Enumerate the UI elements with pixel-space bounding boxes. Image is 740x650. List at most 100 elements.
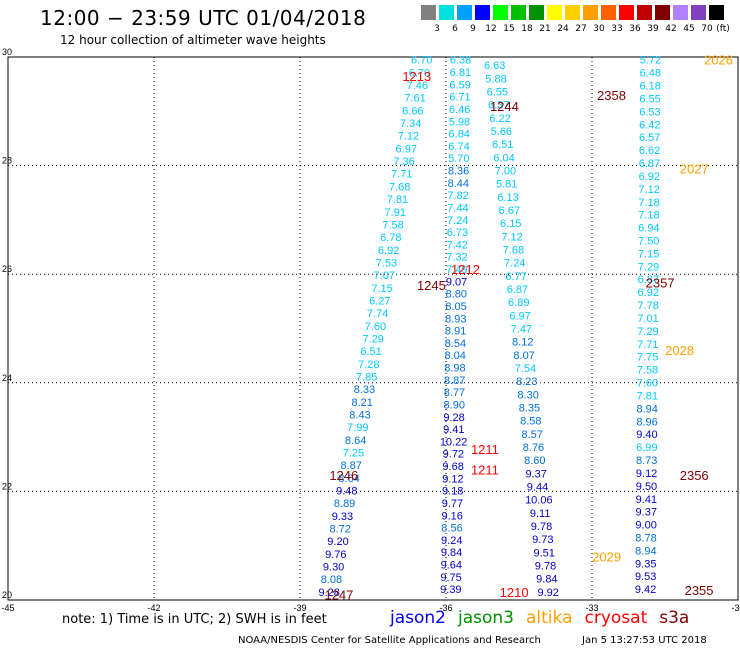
scale-label: 24	[557, 24, 569, 34]
scale-unit: (ft)	[716, 24, 730, 34]
wave-height-value: 8.89	[334, 498, 355, 510]
scale-swatch	[547, 5, 562, 20]
wave-height-value: 7.42	[446, 239, 467, 251]
scale-swatch	[421, 5, 436, 20]
wave-height-value: 6.87	[639, 158, 660, 170]
wave-height-value: 7.85	[356, 371, 377, 383]
wave-height-value: 7.54	[515, 363, 536, 375]
wave-height-value: 8.96	[636, 416, 657, 428]
wave-height-value: 6.55	[487, 86, 508, 98]
wave-height-value: 7.49	[446, 264, 467, 276]
wave-height-value: 9.41	[443, 424, 464, 436]
legend-altika: altika	[526, 608, 573, 628]
wave-height-value: 9.37	[525, 468, 546, 480]
scale-swatch	[601, 5, 616, 20]
scale-label: 45	[683, 24, 695, 34]
scale-swatch	[655, 5, 670, 20]
wave-height-value: 8.94	[636, 403, 657, 415]
wave-height-value: 5.70	[448, 153, 469, 165]
wave-height-value: 6.27	[369, 295, 390, 307]
wave-height-value: 8.93	[445, 313, 466, 325]
wave-height-value: 8.77	[444, 387, 465, 399]
wave-height-value: 9.84	[441, 547, 462, 559]
wave-height-value: 6.04	[493, 152, 514, 164]
scale-label: 15	[503, 24, 515, 34]
wave-height-value: 9.44	[527, 482, 548, 494]
scale-swatch	[709, 5, 724, 20]
scale-label: 27	[575, 24, 587, 34]
wave-height-value: 7.58	[637, 365, 658, 377]
wave-height-value: 8.57	[521, 429, 542, 441]
wave-height-value: 9.16	[442, 510, 463, 522]
wave-height-value: 7.60	[637, 378, 658, 390]
wave-height-value: 6.18	[639, 81, 660, 93]
wave-height-value: 8.64	[345, 435, 366, 447]
wave-height-value: 9.37	[636, 507, 657, 519]
pass-time-label: 1211	[471, 463, 499, 478]
scale-swatch	[529, 5, 544, 20]
wave-height-value: 7.81	[387, 194, 408, 206]
wave-height-value: 7.82	[447, 190, 468, 202]
pass-time-label: 1210	[500, 585, 529, 600]
wave-height-value: 7.15	[371, 283, 392, 295]
wave-height-value: 7.36	[393, 156, 414, 168]
wave-height-value: 9.68	[442, 461, 463, 473]
wave-height-value: 6.62	[639, 145, 660, 157]
wave-height-value: 7.81	[637, 390, 658, 402]
lat-tick-label: 30	[2, 47, 12, 57]
wave-height-value: 9.20	[327, 536, 348, 548]
wave-height-value: 7.28	[358, 359, 379, 371]
wave-height-value: 9.40	[636, 429, 657, 441]
wave-height-value: 6.42	[639, 119, 660, 131]
wave-height-value: 6.92	[638, 287, 659, 299]
wave-height-value: 6.78	[380, 232, 401, 244]
wave-height-value: 6.92	[378, 245, 399, 257]
wave-height-value: 6.97	[509, 310, 530, 322]
lon-tick-label: -42	[147, 603, 160, 613]
pass-time-label: 2029	[592, 550, 621, 565]
wave-height-value: 7.32	[446, 252, 467, 264]
wave-height-value: 8.08	[321, 574, 342, 586]
wave-height-value: 6.22	[489, 113, 510, 125]
wave-height-value: 5.88	[485, 73, 506, 85]
wave-height-value: 7.91	[385, 207, 406, 219]
wave-height-value: 7.60	[365, 321, 386, 333]
wave-height-value: 8.76	[523, 442, 544, 454]
wave-height-value: 8.90	[444, 399, 465, 411]
wave-height-value: 6.70	[409, 67, 430, 79]
wave-height-value: 7.24	[504, 258, 525, 270]
lon-tick-label: -39	[293, 603, 306, 613]
wave-height-value: 9.75	[440, 572, 461, 584]
pass-time-label: 1211	[471, 442, 499, 457]
wave-height-value: 7.34	[400, 118, 421, 130]
wave-height-value: 7.15	[638, 248, 659, 260]
wave-height-value: 7.47	[511, 324, 532, 336]
wave-height-value: 9.64	[441, 560, 462, 572]
wave-height-value: 9.84	[536, 574, 557, 586]
wave-height-value: 8.12	[512, 337, 533, 349]
wave-height-value: 9.39	[440, 584, 461, 596]
wave-height-value: 7.71	[391, 169, 412, 181]
wave-height-value: 7.29	[638, 261, 659, 273]
wave-height-value: 8.87	[444, 375, 465, 387]
scale-swatch	[457, 5, 472, 20]
lat-tick-label: 28	[2, 156, 12, 166]
scale-label: 33	[611, 24, 623, 34]
legend-s3a: s3a	[659, 608, 690, 628]
wave-height-value: 6.73	[447, 227, 468, 239]
pass-time-label: 1212	[451, 262, 480, 277]
wave-height-value: 6.87	[507, 284, 528, 296]
pass-time-label: 1244	[490, 99, 519, 114]
wave-height-value: 5.81	[496, 179, 517, 191]
wave-height-value: 7.75	[637, 352, 658, 364]
wave-height-value: 6.48	[640, 68, 661, 80]
wave-height-value: 9.12	[442, 473, 463, 485]
pass-time-label: 2027	[680, 161, 709, 176]
wave-height-value: 6.94	[638, 223, 659, 235]
wave-height-value: 8.72	[329, 524, 350, 536]
wave-height-value: 8.05	[445, 301, 466, 313]
wave-height-value: 7.68	[503, 244, 524, 256]
wave-height-value: 8.43	[349, 409, 370, 421]
wave-height-value: 8.64	[338, 473, 359, 485]
